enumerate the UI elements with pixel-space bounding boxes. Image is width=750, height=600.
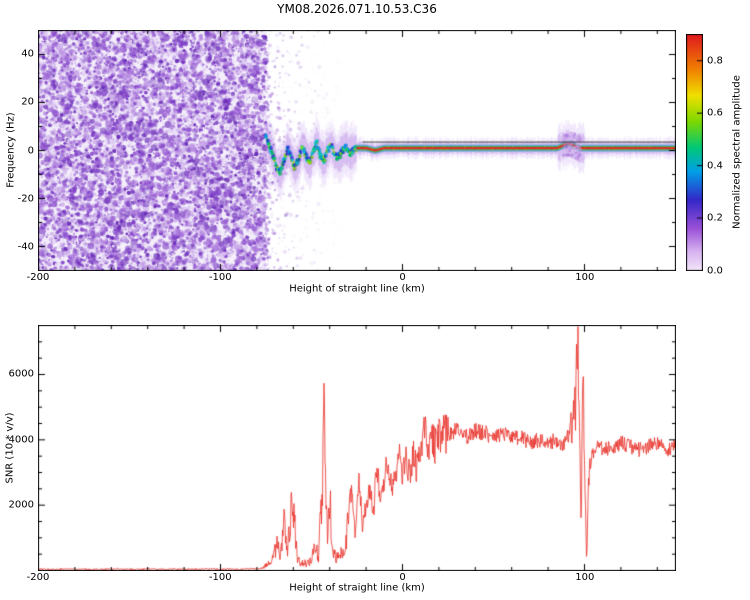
colorbar-tick-label: 0.6 [707, 107, 723, 119]
colorbar-canvas [686, 34, 703, 271]
snr-canvas [38, 325, 676, 571]
snr-xlabel: Height of straight line (km) [289, 582, 425, 594]
snr-x-tick-label: 0 [399, 572, 406, 583]
spectrogram-xlabel: Height of straight line (km) [289, 283, 425, 295]
colorbar-tick-label: 0.0 [707, 265, 723, 276]
spectrogram-y-tick-label: 40 [21, 48, 34, 60]
spectrogram-y-tick-label: 20 [21, 96, 34, 108]
snr-y-tick-label: 2000 [8, 499, 34, 511]
spectrogram-canvas [38, 30, 676, 271]
snr-x-tick-label: -200 [26, 572, 50, 583]
figure-title: YM08.2026.071.10.53.C36 [277, 2, 437, 16]
snr-y-tick-label: 6000 [8, 368, 34, 380]
colorbar-label: Normalized spectral amplitude [731, 75, 743, 229]
colorbar-tick-label: 0.4 [707, 160, 723, 172]
spectrogram-y-tick-label: 0 [27, 145, 34, 156]
spectrogram-y-tick-label: -40 [17, 241, 34, 253]
spectrogram-x-tick-label: -200 [26, 272, 50, 283]
colorbar-tick-label: 0.2 [707, 212, 723, 224]
spectrogram-ylabel: Frequency (Hz) [5, 112, 17, 188]
spectrogram-x-tick-label: 0 [399, 272, 406, 283]
colorbar-tick-label: 0.8 [707, 55, 723, 67]
snr-x-tick-label: -100 [208, 572, 232, 583]
snr-x-tick-label: 100 [575, 572, 595, 583]
snr-ylabel: SNR (10 * v/v) [4, 412, 16, 484]
spectrogram-y-tick-label: -20 [17, 193, 34, 205]
spectrogram-x-tick-label: -100 [208, 272, 232, 283]
snr-y-tick-label: 4000 [8, 434, 34, 446]
spectrogram-x-tick-label: 100 [575, 272, 595, 283]
